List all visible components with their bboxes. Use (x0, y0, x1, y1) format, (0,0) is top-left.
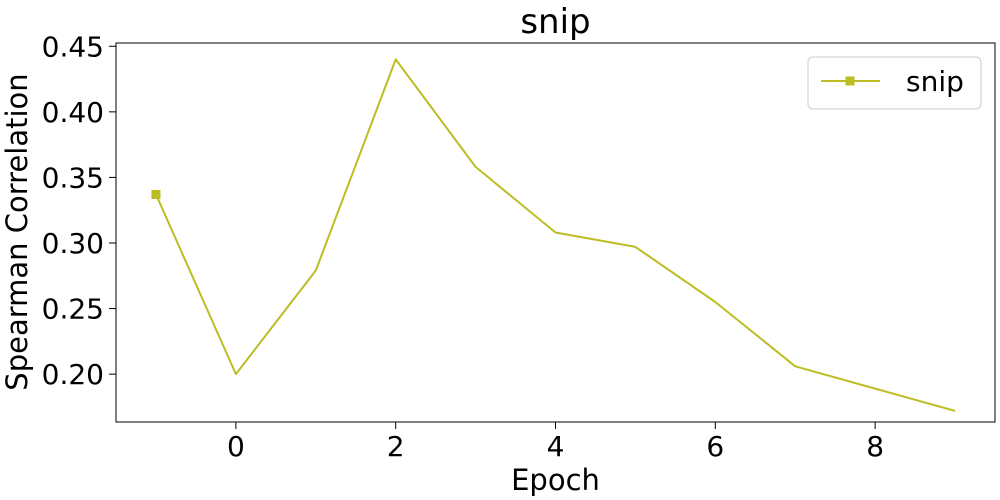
series-layer (151, 58, 956, 412)
legend-label: snip (906, 65, 964, 98)
chart-title: snip (520, 2, 590, 42)
x-tick-label: 0 (227, 430, 245, 463)
legend: snip (807, 56, 982, 110)
data-point-marker (151, 189, 161, 199)
y-tick-label: 0.45 (42, 30, 104, 63)
y-tick-label: 0.35 (42, 161, 104, 194)
y-axis-label: Spearman Correlation (0, 73, 34, 390)
x-tick-label: 8 (866, 430, 884, 463)
y-tick-label: 0.20 (42, 358, 104, 391)
x-axis-label: Epoch (511, 463, 600, 497)
legend-box (807, 56, 982, 110)
x-axis-ticks: 0 2 4 6 8 (227, 422, 884, 463)
series-line-snip (155, 58, 956, 412)
x-tick-label: 4 (547, 430, 565, 463)
x-tick-label: 6 (706, 430, 724, 463)
x-tick-label: 2 (387, 430, 405, 463)
y-tick-label: 0.40 (42, 96, 104, 129)
y-tick-label: 0.30 (42, 227, 104, 260)
y-tick-label: 0.25 (42, 293, 104, 326)
legend-square-marker (845, 76, 855, 86)
y-axis-ticks: 0.20 0.25 0.30 0.35 0.40 0.45 (42, 30, 116, 391)
